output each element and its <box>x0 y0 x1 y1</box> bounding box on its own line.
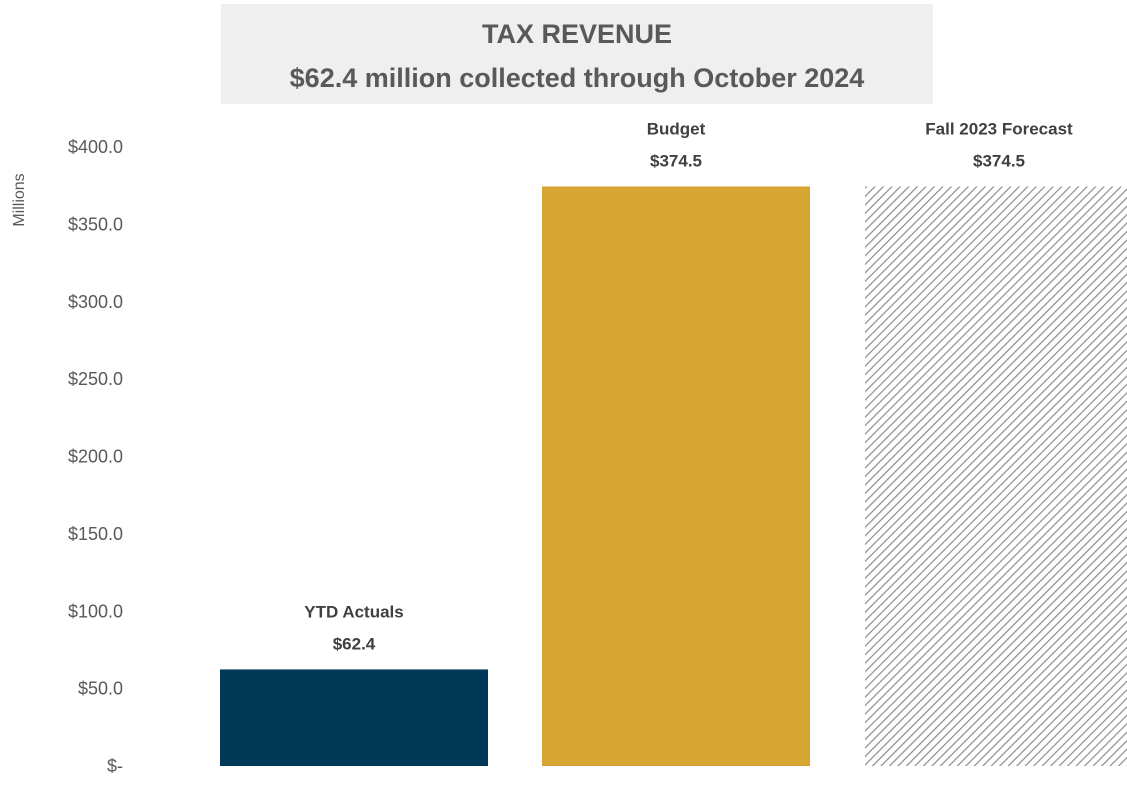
y-tick-label: $100.0 <box>68 601 123 621</box>
bars-group <box>220 186 1127 766</box>
bar-ytd-actuals <box>220 669 488 766</box>
bar-fall-2023-forecast <box>865 186 1127 766</box>
chart-title: TAX REVENUE <box>482 19 672 49</box>
y-tick-label: $400.0 <box>68 137 123 157</box>
bar-category-label: Fall 2023 Forecast <box>925 119 1073 138</box>
y-tick-label: $350.0 <box>68 214 123 234</box>
bar-value-label: $374.5 <box>650 151 702 170</box>
y-tick-label: $250.0 <box>68 369 123 389</box>
bar-labels-group: YTD Actuals $62.4 Budget $374.5 Fall 2023 Fo… <box>304 119 1073 653</box>
y-tick-label: $50.0 <box>78 679 123 699</box>
chart-subtitle: $62.4 million collected through October … <box>290 63 865 93</box>
bar-value-label: $62.4 <box>333 634 376 653</box>
bar-category-label: Budget <box>647 119 706 138</box>
y-tick-label: $200.0 <box>68 447 123 467</box>
y-tick-label: $150.0 <box>68 524 123 544</box>
y-axis-title: Millions <box>11 173 28 226</box>
y-tick-label: $- <box>107 756 123 776</box>
bar-value-label: $374.5 <box>973 151 1025 170</box>
y-tick-label: $300.0 <box>68 292 123 312</box>
chart-title-background <box>221 4 933 104</box>
bar-budget <box>542 186 810 766</box>
y-axis-ticks: $- $50.0 $100.0 $150.0 $200.0 $250.0 $300.0 $35… <box>68 137 123 776</box>
bar-category-label: YTD Actuals <box>304 602 404 621</box>
